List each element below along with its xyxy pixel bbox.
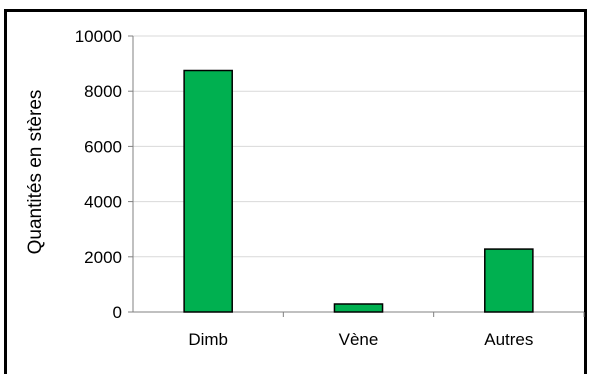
bar-vène	[333, 303, 384, 313]
y-tick-label-2: 4000	[84, 193, 122, 212]
y-tick-label-1: 2000	[84, 248, 122, 267]
y-tick-label-0: 0	[113, 303, 122, 322]
y-axis-title: Quantités en stères	[25, 90, 46, 255]
y-tick-labels: 0 2000 4000 6000 8000 10000	[75, 27, 122, 322]
y-tick-label-3: 6000	[84, 137, 122, 156]
bar-dimb	[183, 69, 233, 313]
y-tick-label-4: 8000	[84, 82, 122, 101]
y-tick-label-5: 10000	[75, 27, 122, 46]
bar-autres	[484, 248, 534, 313]
x-tick-labels: Dimb Vène Autres	[188, 330, 533, 349]
chart-frame	[4, 9, 587, 374]
bars	[183, 69, 534, 313]
x-tick-label-0: Dimb	[188, 330, 228, 349]
x-tick-label-2: Autres	[484, 330, 533, 349]
x-tick-label-1: Vène	[339, 330, 379, 349]
